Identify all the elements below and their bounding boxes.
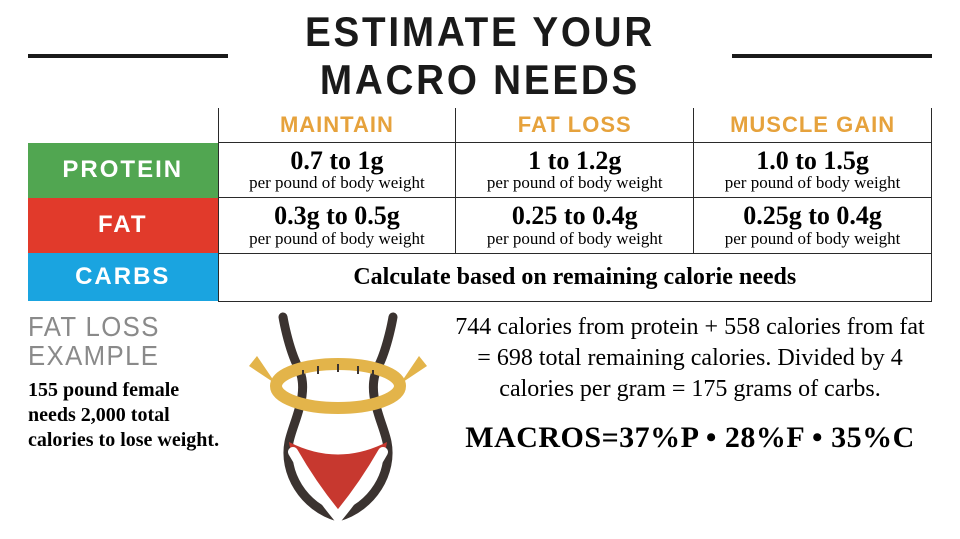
- cell-fat-musclegain: 0.25g to 0.4g per pound of body weight: [694, 198, 932, 253]
- macro-table: MAINTAIN FAT LOSS MUSCLE GAIN PROTEIN 0.…: [28, 108, 932, 302]
- example-right: 744 calories from protein + 558 calories…: [448, 312, 932, 522]
- value: 0.25g to 0.4g: [698, 202, 927, 229]
- example-title: FAT LOSS EXAMPLE: [28, 312, 212, 371]
- infographic-root: ESTIMATE YOUR MACRO NEEDS MAINTAIN FAT L…: [0, 0, 960, 522]
- subtext: per pound of body weight: [223, 174, 452, 191]
- subtext: per pound of body weight: [460, 230, 689, 247]
- row-header-protein: PROTEIN: [28, 143, 218, 198]
- value: 0.25 to 0.4g: [460, 202, 689, 229]
- subtext: per pound of body weight: [223, 230, 452, 247]
- example-section: FAT LOSS EXAMPLE 155 pound female needs …: [28, 312, 932, 522]
- value: 0.7 to 1g: [223, 147, 452, 174]
- col-header-fatloss: FAT LOSS: [456, 108, 694, 143]
- cell-protein-maintain: 0.7 to 1g per pound of body weight: [218, 143, 456, 198]
- cell-protein-fatloss: 1 to 1.2g per pound of body weight: [456, 143, 694, 198]
- cell-fat-maintain: 0.3g to 0.5g per pound of body weight: [218, 198, 456, 253]
- subtext: per pound of body weight: [698, 174, 927, 191]
- carbs-note: Calculate based on remaining calorie nee…: [218, 253, 932, 301]
- cell-fat-fatloss: 0.25 to 0.4g per pound of body weight: [456, 198, 694, 253]
- row-header-carbs: CARBS: [28, 253, 218, 301]
- subtext: per pound of body weight: [460, 174, 689, 191]
- col-header-maintain: MAINTAIN: [218, 108, 456, 143]
- value: 1 to 1.2g: [460, 147, 689, 174]
- macros-result: MACROS=37%P • 28%F • 35%C: [448, 421, 932, 455]
- title-rule-right: [732, 54, 932, 58]
- cell-protein-musclegain: 1.0 to 1.5g per pound of body weight: [694, 143, 932, 198]
- value: 1.0 to 1.5g: [698, 147, 927, 174]
- subtext: per pound of body weight: [698, 230, 927, 247]
- waist-icon: [238, 312, 438, 522]
- table-corner: [28, 108, 218, 143]
- page-title: ESTIMATE YOUR MACRO NEEDS: [259, 8, 701, 104]
- example-explainer: 155 pound female needs 2,000 total calor…: [28, 378, 228, 453]
- row-header-fat: FAT: [28, 198, 218, 253]
- value: 0.3g to 0.5g: [223, 202, 452, 229]
- col-header-musclegain: MUSCLE GAIN: [694, 108, 932, 143]
- calc-text: 744 calories from protein + 558 calories…: [448, 312, 932, 406]
- title-rule-left: [28, 54, 228, 58]
- title-row: ESTIMATE YOUR MACRO NEEDS: [28, 8, 932, 104]
- example-left: FAT LOSS EXAMPLE 155 pound female needs …: [28, 312, 228, 522]
